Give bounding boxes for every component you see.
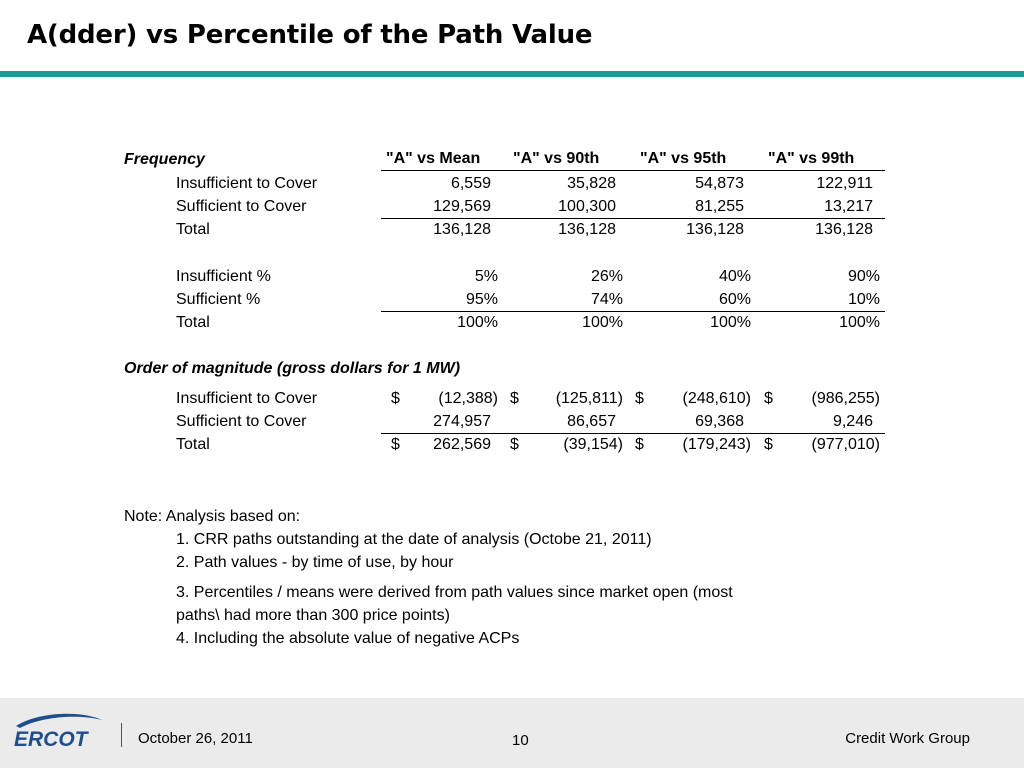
currency-symbol: $: [764, 390, 773, 407]
row-label: Insufficient %: [176, 268, 271, 285]
footer-date: October 26, 2011: [138, 730, 253, 747]
cell: 74%: [590, 291, 623, 308]
note-item: paths\ had more than 300 price points): [176, 607, 450, 624]
cell: (125,811): [555, 390, 623, 407]
currency-symbol: $: [635, 390, 644, 407]
currency-symbol: $: [764, 436, 773, 453]
cell: 10%: [847, 291, 880, 308]
column-header-90th: "A" vs 90th: [513, 150, 600, 167]
column-header-99th: "A" vs 99th: [768, 150, 855, 167]
column-header-mean: "A" vs Mean: [386, 150, 481, 167]
row-label-total: Total: [176, 314, 210, 331]
row-label: Sufficient to Cover: [176, 198, 307, 215]
cell: 6,559: [450, 175, 491, 192]
cell: 40%: [718, 268, 751, 285]
cell: (977,010): [811, 436, 881, 453]
currency-symbol: $: [391, 390, 400, 407]
cell: 100%: [582, 314, 623, 331]
cell: 100%: [457, 314, 498, 331]
cell: 13,217: [824, 198, 873, 215]
cell: 81,255: [695, 198, 744, 215]
cell: 136,128: [686, 221, 744, 238]
cell: (248,610): [682, 390, 752, 407]
currency-symbol: $: [391, 436, 400, 453]
cell: 5%: [474, 268, 498, 285]
cell: 136,128: [815, 221, 873, 238]
section-magnitude: Order of magnitude (gross dollars for 1 …: [124, 360, 461, 377]
title-divider: [0, 71, 1024, 77]
cell: 129,569: [433, 198, 491, 215]
cell: 100,300: [558, 198, 616, 215]
footer-divider: [121, 723, 122, 747]
row-label-total: Total: [176, 436, 210, 453]
cell: 100%: [839, 314, 880, 331]
row-label-total: Total: [176, 221, 210, 238]
currency-symbol: $: [510, 436, 519, 453]
cell: (12,388): [438, 390, 498, 407]
header-rule: [381, 170, 885, 171]
cell: (39,154): [563, 436, 623, 453]
currency-symbol: $: [635, 436, 644, 453]
note-item: 3. Percentiles / means were derived from…: [176, 584, 733, 601]
row-label: Sufficient to Cover: [176, 413, 307, 430]
cell: (179,243): [682, 436, 752, 453]
note-intro: Note: Analysis based on:: [124, 508, 301, 525]
row-label: Insufficient to Cover: [176, 390, 318, 407]
note-item: 4. Including the absolute value of negat…: [176, 630, 520, 647]
cell: 90%: [847, 268, 880, 285]
cell: 26%: [590, 268, 623, 285]
ercot-logo: ERCOT: [14, 713, 102, 751]
logo-text: ERCOT: [14, 728, 90, 751]
subtotal-rule: [381, 433, 885, 434]
cell: 54,873: [695, 175, 744, 192]
note-item: 1. CRR paths outstanding at the date of …: [176, 531, 652, 548]
section-frequency: Frequency: [124, 151, 205, 168]
cell: 60%: [718, 291, 751, 308]
cell: 86,657: [567, 413, 616, 430]
cell: 122,911: [816, 175, 873, 192]
logo-swoosh: [16, 713, 102, 728]
cell: 136,128: [433, 221, 491, 238]
page-number: 10: [512, 732, 529, 749]
row-label: Sufficient %: [176, 291, 261, 308]
cell: 136,128: [558, 221, 616, 238]
cell: 9,246: [832, 413, 873, 430]
subtotal-rule: [381, 218, 885, 219]
cell: 35,828: [567, 175, 616, 192]
cell: 100%: [710, 314, 751, 331]
cell: 262,569: [433, 436, 491, 453]
footer-group: Credit Work Group: [845, 730, 970, 747]
subtotal-rule: [381, 311, 885, 312]
currency-symbol: $: [510, 390, 519, 407]
row-label: Insufficient to Cover: [176, 175, 318, 192]
note-item: 2. Path values - by time of use, by hour: [176, 554, 454, 571]
cell: 69,368: [695, 413, 744, 430]
footer-bar: [0, 698, 1024, 768]
cell: 274,957: [433, 413, 491, 430]
page-title: A(dder) vs Percentile of the Path Value: [27, 20, 593, 50]
column-header-95th: "A" vs 95th: [640, 150, 727, 167]
cell: (986,255): [811, 390, 881, 407]
cell: 95%: [465, 291, 498, 308]
